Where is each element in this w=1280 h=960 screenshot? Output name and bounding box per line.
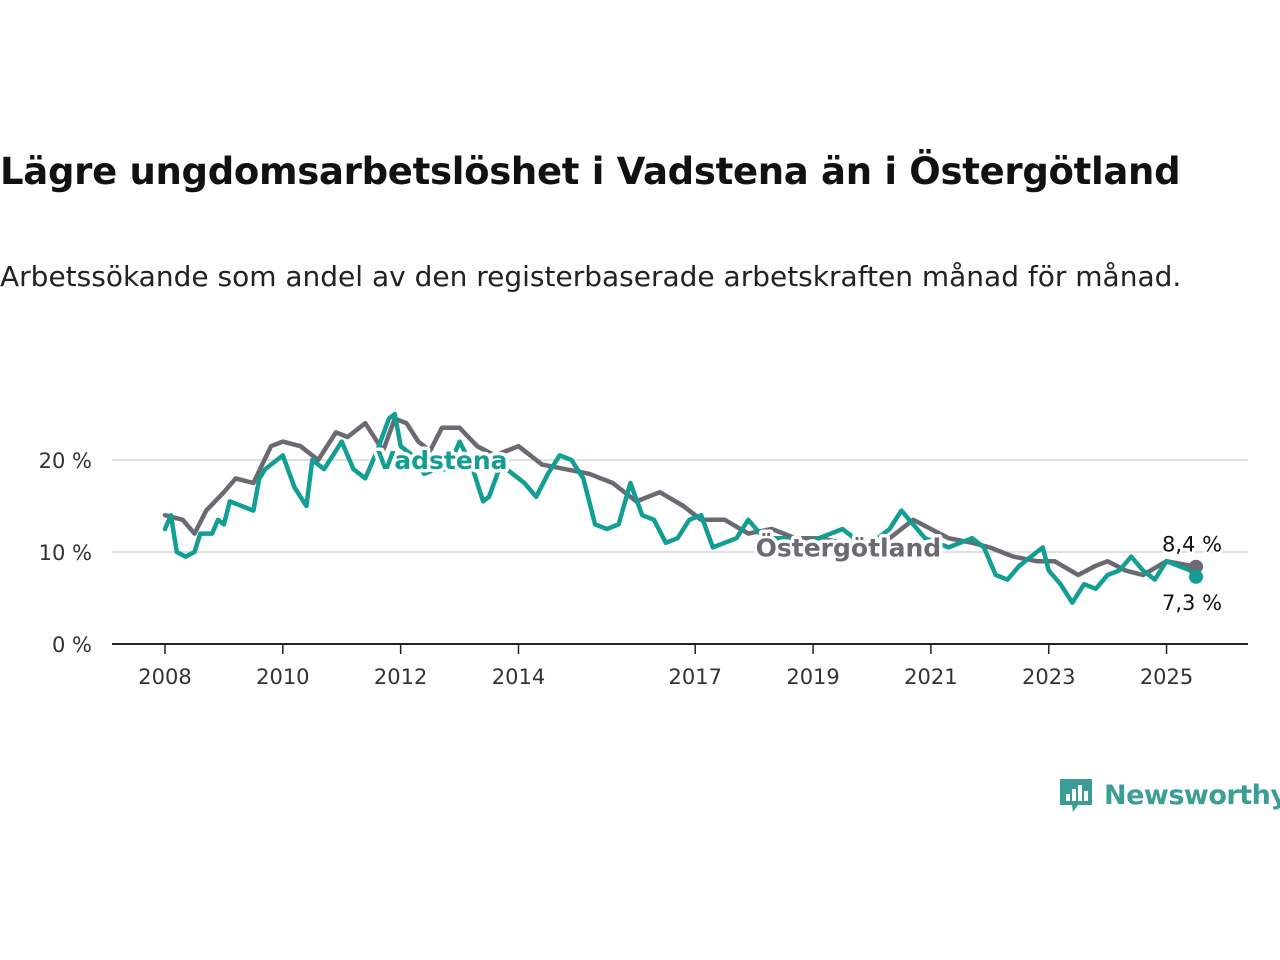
x-tick-label: 2025 [1140,665,1193,689]
end-point [1189,559,1203,574]
end-value-label: 8,4 % [1162,533,1222,557]
brand-name: Newsworthy [1104,779,1280,811]
x-tick-label: 2021 [904,665,957,689]
y-axis-ticks: 0 % 10 % 20 % [39,449,92,657]
series-line--sterg-tland [162,416,1199,578]
line-chart: 2008 2010 2012 2014 2017 2019 2021 2023 2025 0 %… [39,411,1248,689]
x-tick-label: 2012 [374,665,427,689]
x-tick-label: 2010 [256,665,309,689]
end-value-label: 7,3 % [1162,591,1222,615]
y-tick-label: 20 % [39,449,92,473]
y-tick-label: 0 % [52,633,92,657]
chart-subtitle: Arbetssökande som andel av den registerb… [0,260,1182,293]
x-axis: 2008 2010 2012 2014 2017 2019 2021 2023 2025 [112,643,1248,689]
series-labels: Östergötland Vadstena 8,4 % 7,3 % [373,443,1225,618]
x-tick-label: 2023 [1022,665,1075,689]
y-tick-label: 10 % [39,541,92,565]
series-line-vadstena [162,411,1199,605]
x-tick-label: 2014 [492,665,545,689]
newsworthy-logo: Newsworthy [1058,772,1280,818]
x-tick-label: 2017 [669,665,722,689]
x-tick-label: 2019 [786,665,839,689]
x-tick-label: 2008 [138,665,191,689]
chart-title: Lägre ungdomsarbetslöshet i Vadstena än … [0,150,1181,193]
series-lines [162,411,1203,605]
chart-bubble-icon [1060,779,1092,812]
series-label: Östergötland [756,533,942,563]
series-label: Vadstena [376,446,507,475]
end-point [1189,569,1203,584]
y-gridlines [112,459,1248,553]
